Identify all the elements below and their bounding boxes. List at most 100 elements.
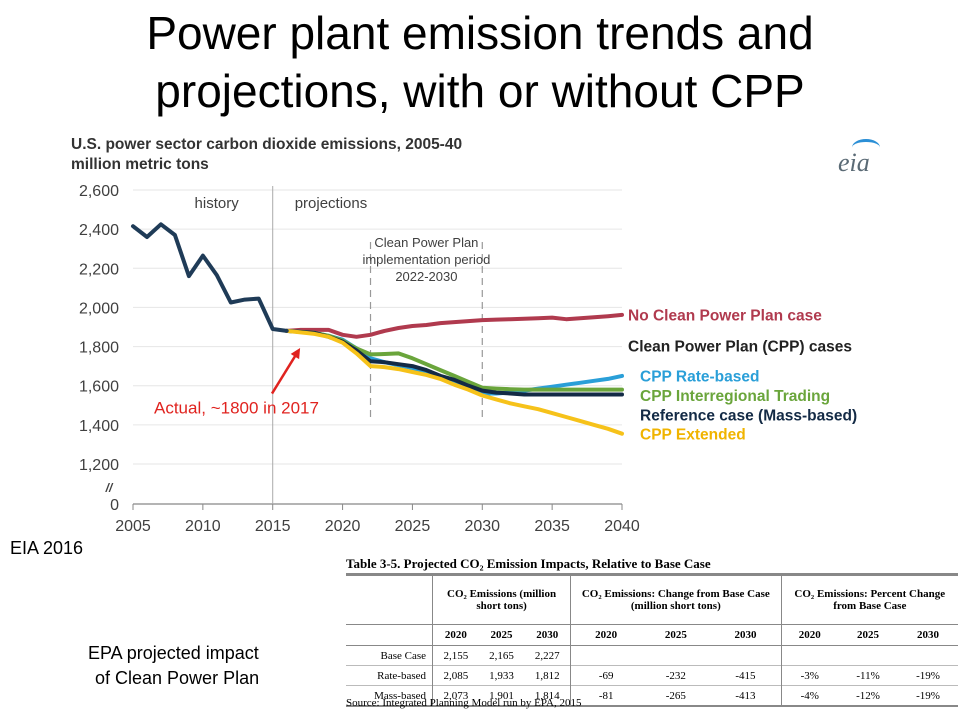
table-cell: -413 [710,685,782,707]
table-corner-year [346,624,433,646]
series-line-cpp-extended [284,328,624,436]
slide-title: Power plant emission trends and projecti… [0,4,960,120]
table-cell: -19% [897,665,958,686]
cpp-period-label-2: implementation period [362,252,490,267]
table-cell: 2,165 [489,649,514,662]
y-tick-label: 1,600 [79,379,119,396]
series-line-reference-case-mass-based [284,328,624,397]
table-row: Base Case 2,155 2,165 2,227 [346,645,958,666]
table-cell: 2,085 [431,665,479,686]
year-header: 2030 [710,624,782,646]
table-row: Rate-based 2,085 1,933 1,812 -69 -232 -4… [346,665,958,686]
y-tick-label: 1,200 [79,457,119,474]
table-cell: -415 [710,665,782,686]
table-cell: 2,155 [431,645,479,666]
table-cell [898,646,958,666]
series-lines [131,222,624,436]
history-label: history [195,195,240,212]
table-cell: -69 [570,665,642,686]
x-tick-label: 2005 [115,518,151,535]
table-cell: 2,227 [534,649,560,662]
group-header-change: CO₂ Emissions: Change from Base Case (mi… [570,573,782,625]
x-tick-label: 2010 [185,518,221,535]
series-line-history [131,222,289,333]
year-header: 2025 [838,624,898,646]
table-cell: -232 [641,665,711,686]
year-header: 2020 [780,624,839,646]
x-tick-label: 2030 [464,518,500,535]
legend-group-label: Clean Power Plan (CPP) cases [628,339,852,356]
table-cell [838,646,898,666]
axes: 1,200 1,400 1,600 1,800 2,000 2,200 2,400 2,600… [79,183,640,535]
y-gridlines [133,189,622,465]
table-cell [780,645,839,666]
y-tick-label: 2,400 [79,222,119,239]
row-label: Mass-based [346,685,433,707]
table-cell: 1,901 [478,685,525,707]
year-header: 2020 [431,624,479,646]
table-cell: -11% [838,665,898,686]
slide-title-line1: Power plant emission trends and [146,7,814,59]
table-cell: 2,073 [431,685,479,707]
chart-title: U.S. power sector carbon dioxide emissio… [71,136,463,153]
x-tick-label: 2025 [395,518,431,535]
table-cell: -4% [780,685,839,707]
y-tick-label: 1,400 [79,418,119,435]
group-header-percent: CO₂ Emissions: Percent Change from Base … [780,573,958,625]
chart-ylabel: million metric tons [71,156,209,173]
caption-epa-line2: of Clean Power Plan [95,668,260,688]
row-label: Rate-based [346,665,433,686]
caption-epa-line1: EPA projected impact [88,643,259,663]
emissions-chart: 1,200 1,400 1,600 1,800 2,000 2,200 2,400 2,600… [79,183,857,535]
table-cell: -81 [570,685,642,707]
eia-logo-arc-icon [852,139,880,156]
y-tick-label: 1,800 [79,340,119,357]
y-tick-label: 2,600 [79,183,119,200]
y-tick-label-zero: 0 [110,497,119,514]
actual-2017-annotation: Actual, ~1800 in 2017 [154,398,319,417]
table-cell: -12% [838,685,898,707]
cpp-period-label-3: 2022-2030 [395,269,457,284]
legend-reference: Reference case (Mass-based) [640,407,857,424]
table-cell: 1,814 [524,685,571,707]
emission-impact-table: CO₂ Emissions (million short tons) CO₂ E… [346,573,958,707]
table-cell: -19% [897,685,958,707]
chart-labels: history projections Clean Power Plan implem… [154,195,857,444]
table-title: Table 3-5. Projected CO₂ Emission Impact… [346,556,711,571]
legend-interregional: CPP Interregional Trading [640,388,830,405]
projections-label: projections [295,195,368,212]
eia-logo: eia [838,148,870,177]
x-tick-label: 2035 [534,518,570,535]
series-line-no-clean-power-plan-case [284,312,624,339]
year-header: 2030 [524,624,571,646]
y-tick-label: 2,200 [79,261,119,278]
table-cell: -265 [641,685,711,707]
table-cell [710,646,781,666]
legend-extended: CPP Extended [640,427,746,444]
table-cell: -3% [780,665,839,686]
row-label: Base Case [380,649,426,662]
year-header: 2020 [570,624,642,646]
table-cell: 1,812 [524,665,571,686]
year-header: 2030 [897,624,958,646]
axis-break-mark: // [105,481,114,495]
annotation-arrow [270,348,301,395]
table-cell: 1,933 [478,665,525,686]
table-cell [570,645,642,666]
table-corner [346,573,433,625]
year-header: 2025 [478,624,525,646]
y-tick-label: 2,000 [79,300,119,317]
table-source: Source: Integrated Planning Model run by… [346,697,582,709]
table-row: Mass-based 2,073 1,901 1,814 -81 -265 -4… [346,685,958,707]
slide-title-line2: projections, with or without CPP [155,65,805,117]
legend-no-cpp: No Clean Power Plan case [628,307,822,324]
table-cell [641,646,710,666]
caption-eia-2016: EIA 2016 [10,538,84,558]
x-tick-label: 2020 [325,518,361,535]
x-tick-label: 2015 [255,518,291,535]
x-tick-label: 2040 [604,518,640,535]
group-header-emissions: CO₂ Emissions (million short tons) [431,573,571,625]
cpp-period-label-1: Clean Power Plan [374,235,478,250]
year-header: 2025 [641,624,711,646]
legend-rate-based: CPP Rate-based [640,368,759,385]
